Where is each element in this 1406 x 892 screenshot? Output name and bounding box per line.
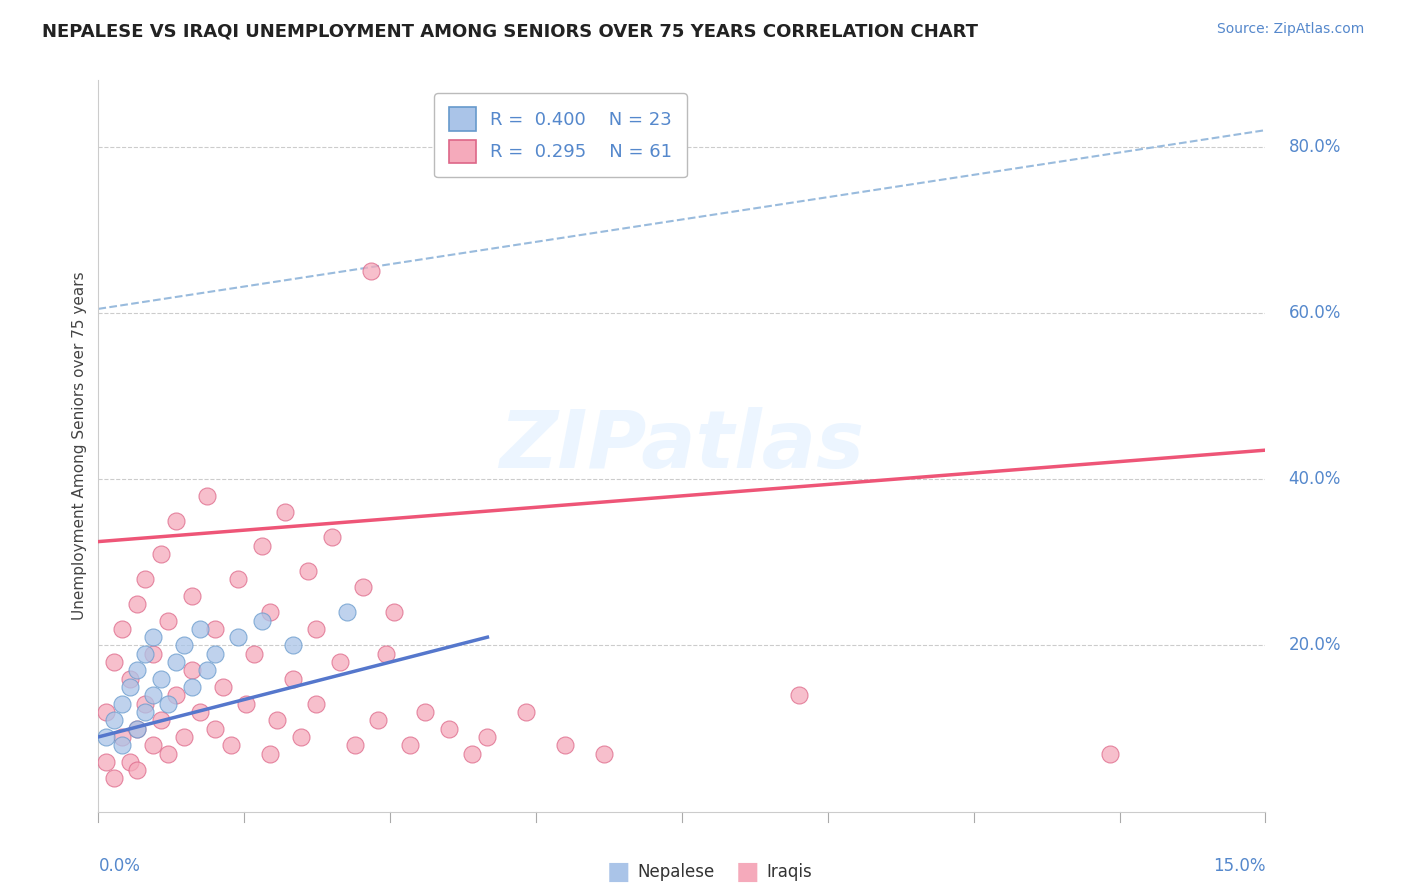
Point: [352, 580, 374, 594]
Point: [103, 655, 125, 669]
Point: [787, 689, 810, 703]
Point: [111, 730, 134, 744]
Point: [134, 705, 156, 719]
Point: [149, 714, 172, 728]
Point: [305, 622, 328, 636]
Point: [305, 697, 328, 711]
Point: [321, 530, 343, 544]
Text: 0.0%: 0.0%: [98, 857, 141, 875]
Point: [180, 664, 202, 678]
Point: [281, 639, 304, 653]
Point: [127, 722, 149, 736]
Point: [96, 705, 118, 719]
Point: [235, 697, 257, 711]
Point: [554, 738, 576, 752]
Point: [142, 647, 165, 661]
Point: [188, 622, 211, 636]
Point: [228, 630, 250, 644]
Text: 60.0%: 60.0%: [1289, 304, 1341, 322]
Point: [127, 722, 149, 736]
Point: [165, 514, 187, 528]
Point: [329, 655, 352, 669]
Point: [111, 622, 134, 636]
Point: [127, 763, 149, 777]
Text: ZIPatlas: ZIPatlas: [499, 407, 865, 485]
Point: [157, 697, 180, 711]
Point: [111, 697, 134, 711]
Point: [188, 705, 211, 719]
Point: [461, 747, 484, 761]
Text: 15.0%: 15.0%: [1213, 857, 1265, 875]
Point: [180, 680, 202, 694]
Point: [127, 597, 149, 611]
Point: [413, 705, 436, 719]
Point: [344, 738, 367, 752]
Point: [165, 655, 187, 669]
Point: [173, 639, 195, 653]
Point: [157, 747, 180, 761]
Point: [259, 747, 281, 761]
Point: [142, 689, 165, 703]
Point: [336, 605, 359, 619]
Text: 20.0%: 20.0%: [1289, 637, 1341, 655]
Point: [382, 605, 405, 619]
Point: [157, 614, 180, 628]
Point: [243, 647, 266, 661]
Point: [250, 539, 273, 553]
Point: [204, 622, 226, 636]
Text: ■: ■: [607, 861, 630, 884]
Y-axis label: Unemployment Among Seniors over 75 years: Unemployment Among Seniors over 75 years: [72, 272, 87, 620]
Point: [103, 714, 125, 728]
Point: [297, 564, 319, 578]
Text: NEPALESE VS IRAQI UNEMPLOYMENT AMONG SENIORS OVER 75 YEARS CORRELATION CHART: NEPALESE VS IRAQI UNEMPLOYMENT AMONG SEN…: [42, 22, 979, 40]
Point: [149, 547, 172, 561]
Point: [281, 672, 304, 686]
Legend: R =  0.400    N = 23, R =  0.295    N = 61: R = 0.400 N = 23, R = 0.295 N = 61: [434, 93, 686, 178]
Text: ■: ■: [737, 861, 759, 884]
Point: [1098, 747, 1121, 761]
Point: [204, 722, 226, 736]
Point: [367, 714, 389, 728]
Point: [375, 647, 398, 661]
Point: [259, 605, 281, 619]
Point: [515, 705, 537, 719]
Point: [219, 738, 242, 752]
Point: [142, 630, 165, 644]
Point: [250, 614, 273, 628]
Text: Nepalese: Nepalese: [637, 863, 714, 881]
Text: Iraqis: Iraqis: [766, 863, 813, 881]
Text: Source: ZipAtlas.com: Source: ZipAtlas.com: [1216, 22, 1364, 37]
Point: [593, 747, 616, 761]
Point: [103, 772, 125, 786]
Point: [180, 589, 202, 603]
Point: [118, 680, 141, 694]
Text: 40.0%: 40.0%: [1289, 470, 1341, 488]
Point: [398, 738, 420, 752]
Point: [212, 680, 235, 694]
Point: [134, 647, 156, 661]
Point: [111, 738, 134, 752]
Point: [96, 730, 118, 744]
Point: [127, 664, 149, 678]
Point: [195, 489, 218, 503]
Point: [142, 738, 165, 752]
Point: [134, 697, 156, 711]
Point: [173, 730, 195, 744]
Point: [360, 264, 382, 278]
Point: [266, 714, 288, 728]
Point: [165, 689, 187, 703]
Point: [96, 755, 118, 769]
Point: [149, 672, 172, 686]
Point: [477, 730, 499, 744]
Point: [204, 647, 226, 661]
Text: 80.0%: 80.0%: [1289, 137, 1341, 156]
Point: [228, 572, 250, 586]
Point: [118, 755, 141, 769]
Point: [274, 506, 297, 520]
Point: [118, 672, 141, 686]
Point: [437, 722, 460, 736]
Point: [134, 572, 156, 586]
Point: [290, 730, 312, 744]
Point: [195, 664, 218, 678]
